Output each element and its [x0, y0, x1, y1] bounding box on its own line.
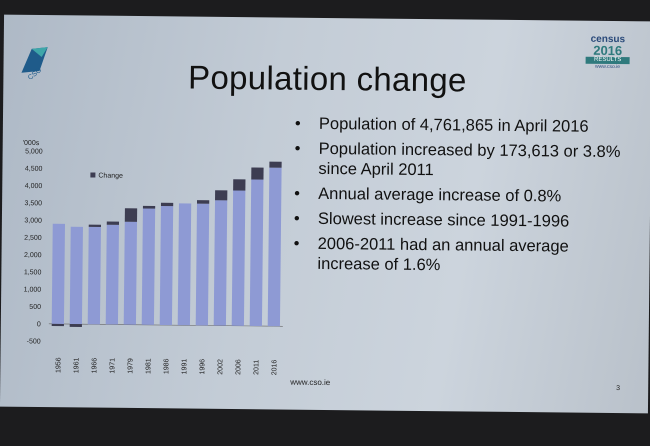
bullet-dot-icon: •: [293, 234, 300, 253]
y-tick-label: 0: [37, 321, 41, 328]
bar-change: [69, 324, 82, 327]
x-tick-label: 1956: [55, 357, 62, 373]
bar-base: [51, 223, 66, 324]
bullet-text: 2006-2011 had an annual average increase…: [317, 234, 569, 275]
x-tick-label: 2016: [271, 360, 278, 376]
bar-change: [233, 179, 246, 191]
census-logo-line2: 2016: [593, 42, 623, 59]
x-tick-label: 1971: [109, 358, 116, 374]
bullet-item: • Annual average increase of 0.8%: [294, 184, 634, 208]
slide-title: Population change: [187, 58, 467, 99]
presentation-slide: CSO census 2016 RESULTS www.cso.ie Popul…: [0, 14, 650, 414]
population-bar-chart: '000s -500 0 500 1,000 1,500 2,000 2,500 3,000 3,…: [23, 140, 283, 376]
bullet-dot-icon: •: [294, 184, 301, 203]
bullet-text: Population of 4,761,865 in April 2016: [318, 114, 589, 136]
x-tick-label: 1961: [73, 357, 80, 373]
x-tick-label: 2006: [235, 359, 242, 375]
bar-change: [251, 167, 264, 180]
y-tick-label: 4,000: [25, 183, 43, 190]
bar-base: [105, 224, 119, 325]
footer-url: www.cso.ie: [290, 377, 331, 388]
bar-base: [249, 179, 264, 327]
bullet-text: Annual average increase of 0.8%: [318, 184, 562, 206]
y-tick-label: 3,500: [25, 200, 43, 207]
bullet-dot-icon: •: [294, 114, 301, 133]
y-tick-label: 1,000: [24, 287, 42, 294]
page-number: 3: [616, 385, 621, 393]
bar-change: [106, 221, 120, 225]
bar-base: [123, 221, 138, 325]
y-axis-label: '000s: [23, 140, 40, 147]
bullet-item: • Slowest increase since 1991-1996: [294, 209, 634, 233]
legend-swatch: [90, 172, 96, 178]
y-tick-label: 5,000: [25, 148, 43, 155]
x-tick-label: 1991: [181, 359, 188, 375]
bullet-dot-icon: •: [294, 139, 301, 158]
bar-base: [141, 208, 156, 325]
legend-label: Change: [98, 173, 123, 180]
bar-change: [269, 161, 282, 168]
bullet-dot-icon: •: [293, 209, 300, 228]
bullet-text: Population increased by 173,613 or 3.8% …: [318, 139, 621, 180]
bar-base: [87, 226, 101, 325]
x-tick-label: 1986: [163, 358, 170, 374]
bullet-list: • Population of 4,761,865 in April 2016 •…: [293, 114, 635, 283]
bar-base: [213, 200, 228, 326]
bar-change: [215, 190, 228, 201]
bar-change: [124, 208, 138, 222]
x-tick-label: 1979: [127, 358, 134, 374]
y-tick-label: 1,500: [24, 269, 42, 276]
bar-base: [69, 226, 83, 325]
x-tick-label: 1966: [91, 358, 98, 374]
bullet-item: • Population increased by 173,613 or 3.8%…: [294, 139, 634, 183]
bullet-item: • 2006-2011 had an annual average increas…: [293, 234, 633, 278]
y-tick-label: 3,000: [24, 217, 42, 224]
bullet-item: • Population of 4,761,865 in April 2016: [295, 114, 635, 138]
bar-change: [160, 202, 174, 207]
y-tick-label: 2,000: [24, 252, 42, 259]
zero-baseline: [48, 323, 283, 327]
x-tick-label: 1981: [145, 358, 152, 374]
bar-base: [177, 203, 192, 326]
bar-change: [51, 323, 64, 327]
bar-change: [196, 200, 210, 204]
bullet-text: Slowest increase since 1991-1996: [317, 209, 570, 231]
cso-logo: CSO: [21, 47, 48, 79]
x-tick-label: 1996: [199, 359, 206, 375]
bar-base: [231, 190, 246, 326]
y-tick-label: 500: [29, 304, 41, 311]
x-tick-label: 2011: [253, 360, 260, 375]
bar-base: [195, 203, 210, 326]
bar-change: [142, 205, 156, 209]
bar-change: [88, 224, 101, 228]
y-tick-label: 2,500: [24, 235, 42, 242]
bar-base: [267, 167, 282, 327]
y-tick-label: -500: [27, 338, 41, 345]
bar-base: [159, 206, 174, 326]
y-tick-label: 4,500: [25, 166, 43, 173]
x-tick-label: 2002: [217, 359, 224, 375]
